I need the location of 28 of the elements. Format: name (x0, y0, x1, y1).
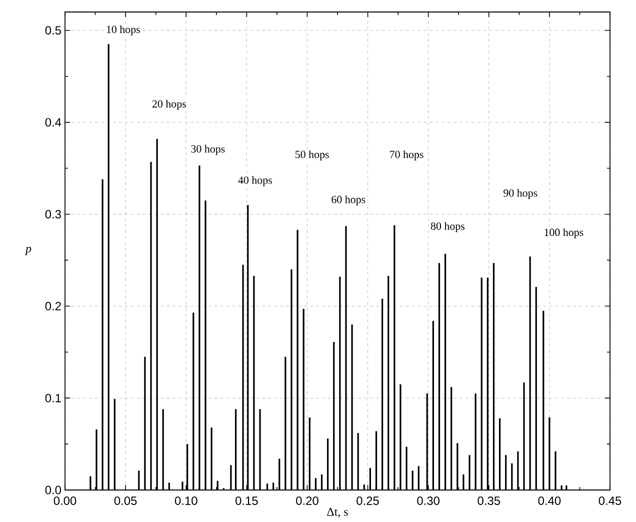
x-tick-label: 0.15 (236, 496, 258, 505)
annotation: 40 hops (238, 176, 272, 186)
annotation: 30 hops (191, 144, 225, 155)
x-tick-label: 0.20 (296, 496, 318, 505)
y-tick-label: 0.1 (45, 394, 61, 402)
x-tick-label: 0.00 (54, 496, 76, 505)
annotation: 10 hops (106, 25, 140, 36)
x-tick-label: 0.40 (538, 496, 561, 505)
x-tick-label: 0.25 (356, 496, 379, 505)
x-tick-label: 0.10 (174, 496, 198, 505)
annotation: 100 hops (544, 228, 584, 238)
y-tick-label: 0.5 (45, 26, 61, 35)
x-tick-label: 0.35 (478, 496, 500, 505)
annotation: 80 hops (430, 222, 464, 232)
x-axis-title: Δt, s (327, 508, 348, 518)
x-tick-label: 0.45 (598, 496, 622, 505)
y-axis-title: p (24, 246, 32, 256)
annotation: 50 hops (296, 150, 329, 160)
y-tick-label: 0.4 (45, 118, 62, 127)
annotation: 20 hops (152, 100, 186, 110)
x-tick-label: 0.05 (114, 496, 137, 505)
annotation: 70 hops (390, 150, 424, 160)
y-tick-label: 0.0 (45, 486, 62, 494)
x-tick-label: 0.30 (417, 496, 440, 505)
y-tick-label: 0.3 (45, 210, 61, 218)
annotation: 90 hops (504, 189, 538, 199)
annotation: 60 hops (332, 195, 366, 206)
y-tick-label: 0.2 (45, 302, 61, 310)
